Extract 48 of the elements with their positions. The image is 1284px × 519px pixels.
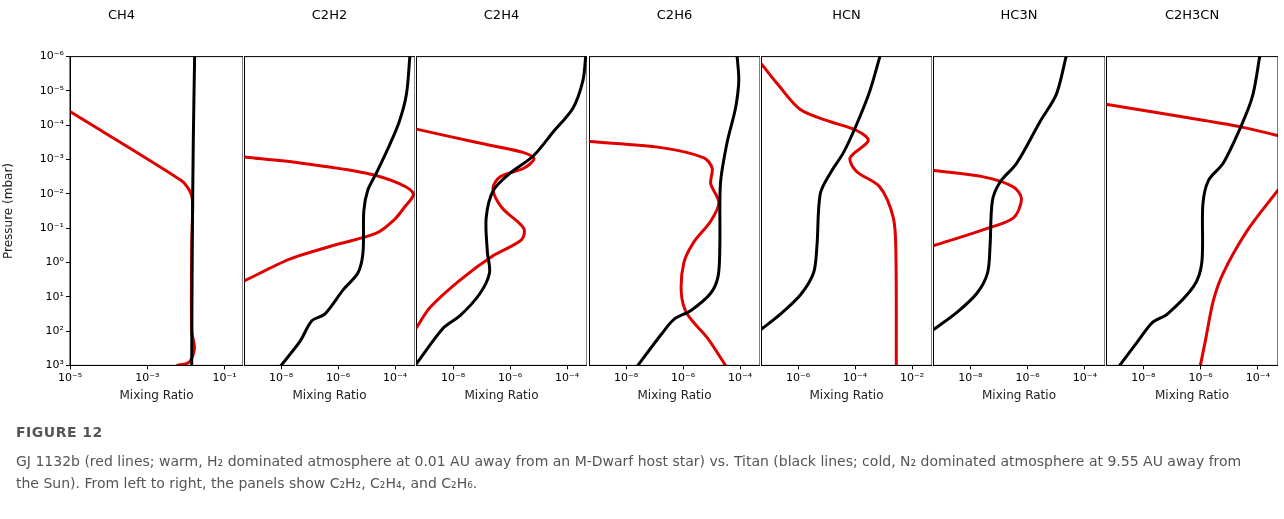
x-tick-label: 10⁻⁸	[613, 370, 639, 384]
x-tick-label: 10⁻⁶	[497, 370, 523, 384]
x-tick-label: 10⁻⁸	[958, 370, 983, 384]
chart-title: C2H2	[311, 7, 348, 23]
chart-title: C2H6	[656, 7, 693, 23]
x-tick-label: 10⁻⁶	[325, 370, 351, 384]
y-axis-title: Pressure (mbar)	[1, 162, 16, 260]
x-tick-label: 10⁻⁸	[268, 370, 294, 384]
y-tick-label: 10⁻¹	[39, 221, 64, 235]
chart-title: C2H3CN	[1164, 7, 1220, 23]
x-axis-title: Mixing Ratio	[809, 387, 884, 402]
chart-title: C2H4	[483, 7, 520, 23]
x-tick-label: 10⁻⁴	[554, 370, 580, 384]
y-tick-label: 10³	[45, 358, 64, 372]
y-tick-label: 10⁻³	[39, 152, 64, 166]
chart-title: HCN	[832, 7, 861, 23]
x-tick-label: 10⁻¹	[212, 370, 237, 384]
y-tick-label: 10⁻⁶	[39, 49, 65, 63]
y-tick-label: 10¹	[45, 289, 64, 303]
text: GJ 1132b (red lines; warm, H₂ dominated atmosphere at 0.01 AU away from an M-Dwarf host star) vs. Titan (black lines; cold, N₂ dominated atmosphere at 9.55 AU away from the Sun). From left to right, the panels show C₂H₂, C₂H₄, and C₂H₆.	[16, 452, 1243, 493]
x-tick-label: 10⁻⁴	[382, 370, 408, 384]
y-tick-label: 10⁻⁴	[39, 118, 65, 132]
y-tick-label: 10²	[45, 323, 64, 337]
x-tick-label: 10⁻⁶	[1188, 370, 1214, 384]
x-axis-title: Mixing Ratio	[292, 387, 367, 402]
chart-title: CH4	[107, 7, 136, 23]
x-tick-label: 10⁻⁴	[842, 370, 868, 384]
x-axis-title: Mixing Ratio	[119, 387, 194, 402]
x-tick-label: 10⁻⁶	[1015, 370, 1041, 384]
y-tick-label: 10⁻⁵	[39, 83, 64, 97]
x-axis-title: Mixing Ratio	[637, 387, 712, 402]
chart-title: HC3N	[1000, 7, 1038, 23]
x-tick-label: 10⁻²	[899, 370, 925, 384]
caption: FIGURE 12	[16, 424, 104, 440]
x-tick-label: 10⁻⁸	[1131, 370, 1156, 384]
x-axis-title: Mixing Ratio	[464, 387, 539, 402]
x-tick-label: 10⁻⁸	[440, 370, 466, 384]
x-tick-label: 10⁻⁵	[57, 370, 83, 384]
x-tick-label: 10⁻⁶	[670, 370, 696, 384]
x-tick-label: 10⁻⁴	[1245, 370, 1271, 384]
x-axis-title: Mixing Ratio	[982, 387, 1056, 402]
x-tick-label: 10⁻⁴	[1072, 370, 1098, 384]
x-tick-label: 10⁻³	[135, 370, 160, 384]
x-axis-title: Mixing Ratio	[1155, 387, 1229, 402]
y-tick-label: 10⁰	[45, 255, 65, 269]
x-tick-label: 10⁻⁶	[785, 370, 811, 384]
y-tick-label: 10⁻²	[39, 186, 64, 200]
x-tick-label: 10⁻⁴	[727, 370, 753, 384]
